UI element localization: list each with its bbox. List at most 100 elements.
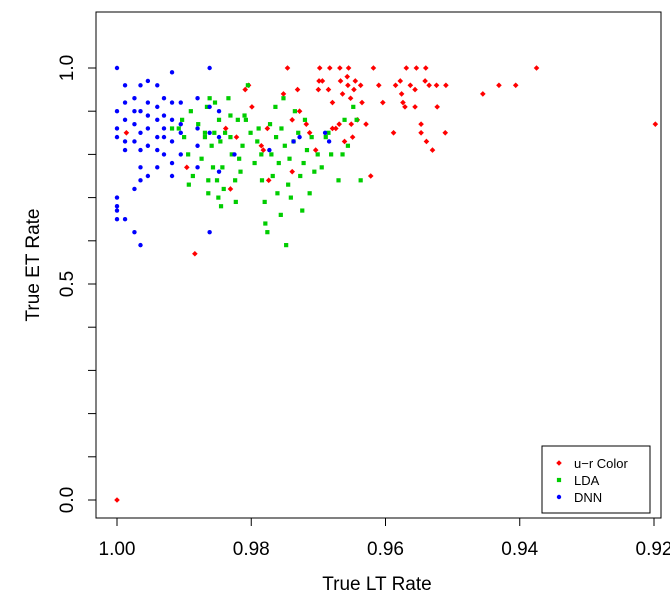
data-point	[288, 195, 293, 200]
data-point	[242, 86, 249, 93]
data-point	[138, 130, 143, 135]
data-point	[329, 152, 334, 157]
data-point	[264, 125, 271, 132]
data-point	[329, 99, 336, 106]
data-point	[132, 109, 137, 114]
data-point	[169, 160, 175, 166]
data-point	[199, 156, 204, 161]
data-point	[169, 173, 175, 179]
data-point	[442, 130, 449, 136]
data-point	[400, 99, 406, 106]
legend-label: LDA	[574, 473, 600, 488]
data-point	[155, 134, 160, 140]
data-point	[114, 497, 120, 503]
data-point	[114, 126, 120, 131]
data-point	[306, 130, 313, 136]
data-point	[312, 147, 319, 153]
data-point	[303, 121, 310, 127]
data-point	[196, 122, 201, 127]
x-tick-label: 0.94	[501, 539, 538, 560]
data-point	[533, 65, 540, 71]
data-point	[287, 156, 292, 161]
data-point	[380, 99, 386, 106]
data-point	[333, 125, 339, 132]
data-point	[337, 78, 344, 84]
data-point	[363, 121, 369, 127]
data-point	[114, 204, 120, 209]
data-point	[190, 173, 195, 179]
data-point	[418, 130, 424, 136]
data-point	[195, 126, 200, 131]
data-point	[249, 104, 255, 110]
data-point	[122, 83, 128, 88]
data-point	[433, 82, 440, 89]
data-point	[145, 113, 151, 118]
data-point	[238, 169, 243, 174]
data-point	[280, 91, 287, 97]
data-point	[279, 126, 284, 131]
data-point	[370, 65, 377, 71]
data-point	[407, 82, 414, 89]
data-point	[233, 134, 240, 140]
data-point	[228, 135, 233, 140]
data-point	[122, 139, 128, 144]
data-point	[480, 91, 486, 97]
x-tick-label: 1.00	[99, 539, 136, 560]
data-point	[300, 208, 305, 213]
data-point	[122, 100, 128, 105]
data-point	[155, 165, 160, 170]
data-point	[145, 78, 151, 84]
data-point	[319, 165, 324, 170]
data-point	[345, 65, 352, 71]
data-point	[216, 117, 222, 122]
data-point	[296, 108, 303, 114]
data-point	[232, 152, 237, 157]
data-point	[155, 147, 160, 153]
data-point	[221, 186, 226, 192]
data-point	[316, 65, 323, 71]
data-point	[202, 130, 208, 135]
data-point	[297, 134, 302, 140]
data-point	[259, 152, 264, 157]
data-point	[216, 169, 222, 174]
data-point	[302, 117, 308, 122]
data-point	[237, 156, 242, 161]
data-point	[210, 165, 216, 170]
data-point	[344, 73, 351, 80]
data-point	[243, 117, 248, 122]
series-diamond	[114, 65, 659, 503]
data-points	[114, 65, 659, 503]
data-point	[304, 147, 310, 153]
data-point	[155, 117, 160, 123]
y-tick-label: 1.0	[57, 55, 78, 81]
data-point	[256, 126, 261, 131]
data-point	[192, 250, 198, 257]
data-point	[233, 199, 238, 205]
data-point	[418, 121, 424, 127]
data-point	[204, 104, 210, 109]
data-point	[169, 70, 175, 75]
data-point	[145, 173, 151, 179]
data-point	[397, 78, 404, 84]
data-point	[114, 195, 120, 200]
data-point	[309, 135, 314, 140]
data-point	[227, 186, 234, 192]
data-point	[315, 152, 320, 157]
data-point	[132, 186, 137, 192]
data-point	[390, 130, 397, 136]
data-point	[240, 143, 245, 148]
data-point	[298, 173, 303, 179]
data-point	[260, 147, 267, 153]
data-point	[270, 173, 275, 179]
data-point	[138, 242, 143, 248]
data-point	[342, 117, 347, 122]
data-point	[325, 86, 332, 93]
data-point	[423, 138, 430, 145]
data-point	[161, 96, 167, 101]
data-point	[265, 230, 270, 235]
data-point	[138, 109, 143, 114]
data-point	[289, 117, 295, 123]
data-point	[267, 122, 273, 127]
data-point	[375, 82, 382, 89]
data-point	[323, 135, 328, 140]
